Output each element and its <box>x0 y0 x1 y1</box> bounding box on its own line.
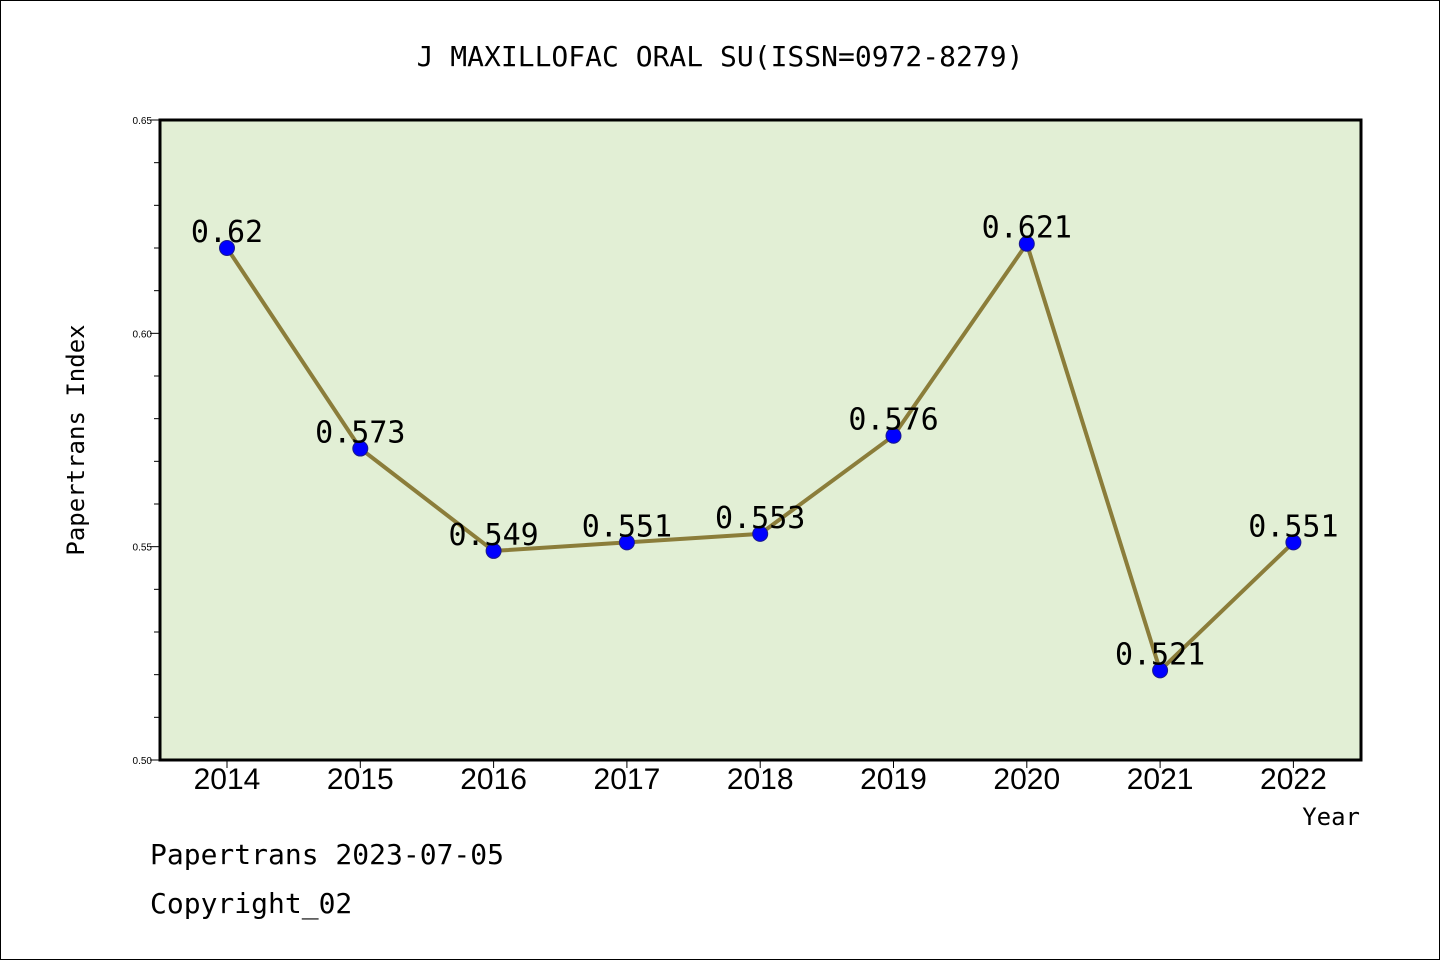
x-tick-label: 2021 <box>1127 763 1194 796</box>
data-point <box>352 440 369 457</box>
series-layer: 0.62 0.573 0.549 0.551 0.553 0.576 0.621 0.521 0… <box>191 211 1339 679</box>
x-tick-label: 2018 <box>727 763 794 796</box>
data-point <box>219 240 235 256</box>
x-tick-label: 2014 <box>194 763 261 796</box>
plot-area <box>158 118 1363 762</box>
data-point <box>1152 662 1169 679</box>
data-label: 0.553 <box>715 501 805 536</box>
data-point <box>485 542 502 559</box>
data-point <box>885 427 902 444</box>
y-tick-label: 0.65 <box>133 116 153 127</box>
x-axis: 2014 2015 2016 2017 2018 2019 2020 2021 2022 <box>194 760 1327 796</box>
footer-copyright-text: Copyright_02 <box>150 887 352 921</box>
data-point <box>1018 235 1035 252</box>
x-tick-label: 2016 <box>460 763 527 796</box>
data-point <box>618 534 635 551</box>
data-label: 0.551 <box>582 509 672 544</box>
y-tick-label: 0.60 <box>133 329 153 340</box>
x-tick-label: 2015 <box>327 763 394 796</box>
data-label: 0.621 <box>982 211 1072 246</box>
x-tick-label: 2022 <box>1260 763 1327 796</box>
data-label: 0.549 <box>448 518 538 553</box>
data-label: 0.521 <box>1115 637 1205 672</box>
x-tick-label: 2019 <box>860 763 927 796</box>
data-label: 0.573 <box>315 416 405 451</box>
y-axis: 0.50 0.55 0.60 0.65 <box>133 116 160 767</box>
data-label: 0.576 <box>848 403 938 438</box>
chart-title: J MAXILLOFAC ORAL SU(ISSN=0972-8279) <box>417 40 1024 73</box>
y-axis-label: Papertrans Index <box>62 324 90 555</box>
data-point <box>752 525 769 542</box>
y-tick-label: 0.50 <box>133 756 153 767</box>
data-label: 0.551 <box>1248 509 1338 544</box>
data-point <box>1285 534 1302 551</box>
x-tick-label: 2020 <box>993 763 1060 796</box>
y-tick-label: 0.55 <box>133 543 153 554</box>
data-label: 0.62 <box>191 215 263 250</box>
x-axis-label: Year <box>1302 803 1360 831</box>
x-tick-label: 2017 <box>594 763 661 796</box>
footer-date-text: Papertrans 2023-07-05 <box>150 838 504 871</box>
